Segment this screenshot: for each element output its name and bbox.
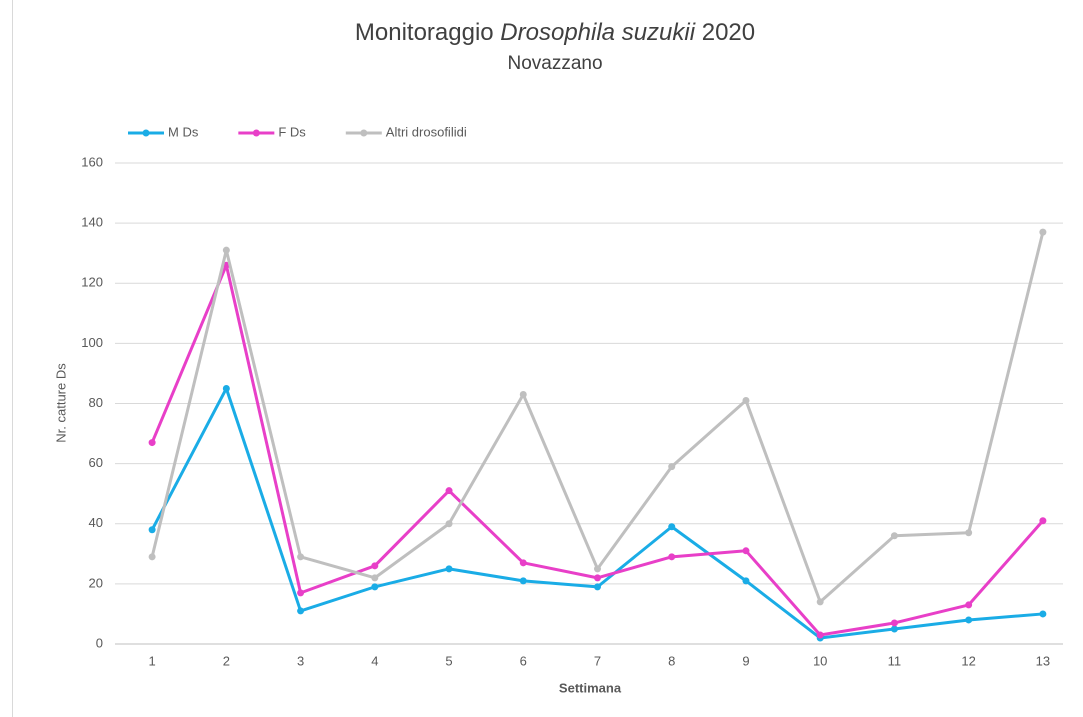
- point: [148, 439, 156, 447]
- point: [668, 523, 676, 531]
- point: [890, 625, 898, 633]
- point: [816, 631, 824, 639]
- y-tick-label: 40: [89, 515, 103, 530]
- legend-marker: [252, 129, 260, 137]
- point: [148, 526, 156, 534]
- x-tick-label: 10: [813, 653, 827, 668]
- y-tick-label: 20: [89, 575, 103, 590]
- x-tick-label: 12: [961, 653, 975, 668]
- point: [222, 384, 230, 392]
- point: [371, 583, 379, 591]
- y-tick-label: 100: [81, 335, 103, 350]
- point: [445, 565, 453, 573]
- point: [594, 583, 601, 591]
- title-part: Drosophila suzukii: [500, 19, 695, 46]
- x-tick-label: 7: [594, 653, 601, 668]
- x-tick-label: 8: [668, 653, 675, 668]
- y-tick-label: 80: [89, 395, 103, 410]
- y-tick-label: 160: [81, 154, 103, 169]
- point: [297, 589, 305, 597]
- x-tick-label: 2: [223, 653, 230, 668]
- x-tick-label: 1: [148, 653, 155, 668]
- point: [965, 601, 973, 609]
- chart-subtitle: Novazzano: [507, 53, 602, 74]
- point: [890, 532, 898, 540]
- x-tick-label: 5: [445, 653, 452, 668]
- y-axis-label: Nr. catture Ds: [53, 363, 68, 443]
- point: [445, 520, 453, 528]
- point: [742, 577, 750, 585]
- point: [222, 246, 230, 254]
- legend-label: F Ds: [278, 124, 306, 139]
- point: [965, 529, 973, 537]
- title-part: 2020: [702, 19, 755, 46]
- series-line: [150, 231, 1045, 604]
- point: [1039, 610, 1047, 618]
- y-tick-label: 60: [89, 455, 103, 470]
- legend-marker: [360, 129, 368, 137]
- point: [1039, 517, 1047, 525]
- legend-label: Altri drosofilidi: [386, 124, 467, 139]
- point: [668, 553, 676, 561]
- y-tick-label: 120: [81, 275, 103, 290]
- y-tick-label: 0: [96, 635, 103, 650]
- y-tick-label: 140: [81, 215, 103, 230]
- point: [148, 553, 156, 561]
- x-tick-label: 3: [297, 653, 304, 668]
- series-line: [150, 386, 1044, 640]
- x-tick-label: 4: [371, 653, 378, 668]
- x-tick-label: 13: [1036, 653, 1050, 668]
- point: [519, 559, 527, 567]
- title-part: Monitoraggio: [355, 19, 494, 46]
- x-tick-label: 11: [888, 653, 902, 668]
- point: [445, 487, 453, 495]
- point: [594, 574, 601, 582]
- x-axis-label: Settimana: [559, 680, 622, 695]
- point: [816, 598, 824, 606]
- point: [742, 547, 750, 555]
- x-tick-label: 6: [520, 653, 527, 668]
- point: [297, 607, 305, 615]
- point: [1039, 228, 1047, 236]
- point: [371, 562, 379, 570]
- chart-title: Monitoraggio Drosophila suzukii 2020: [355, 19, 755, 46]
- point: [519, 390, 527, 398]
- point: [742, 396, 750, 404]
- point: [965, 616, 973, 624]
- x-tick-label: 9: [742, 653, 749, 668]
- point: [371, 574, 379, 582]
- point: [668, 463, 676, 471]
- point: [890, 619, 898, 627]
- legend-marker: [142, 129, 150, 137]
- legend-label: M Ds: [168, 124, 199, 139]
- point: [594, 565, 601, 573]
- point: [297, 553, 305, 561]
- point: [519, 577, 527, 585]
